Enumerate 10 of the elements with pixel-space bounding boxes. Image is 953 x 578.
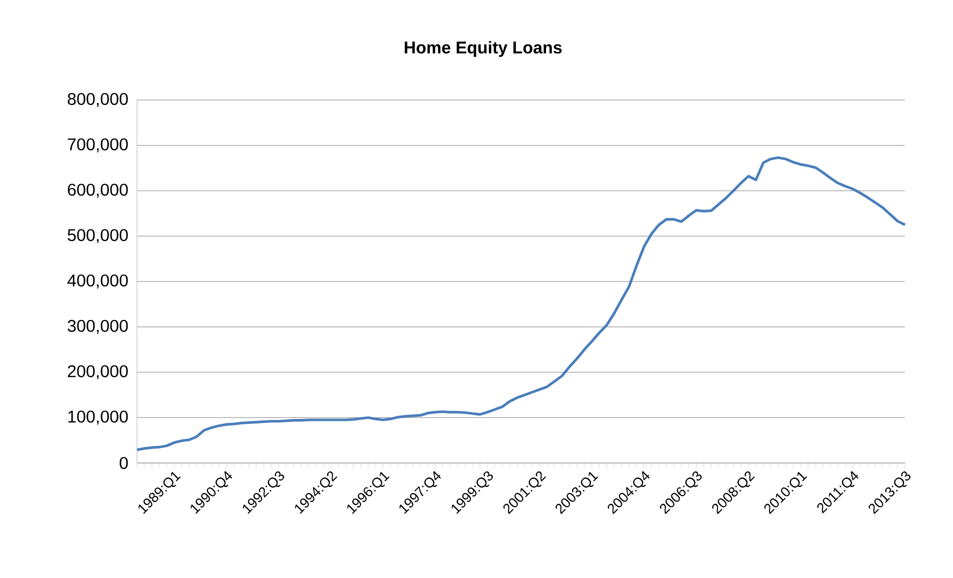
y-tick-label: 600,000: [68, 184, 128, 198]
y-tick-label: 100,000: [68, 410, 128, 425]
y-tick-label: 200,000: [68, 365, 128, 380]
y-tick-label: 700,000: [68, 138, 128, 152]
y-tick-label: 300,000: [68, 320, 128, 334]
y-tick-label: 400,000: [67, 274, 128, 289]
chart-title: Home Equity Loans: [404, 41, 562, 57]
y-tick-label: 0: [120, 456, 128, 470]
y-tick-label: 800,000: [68, 92, 128, 108]
y-tick-label: 500,000: [68, 229, 128, 244]
